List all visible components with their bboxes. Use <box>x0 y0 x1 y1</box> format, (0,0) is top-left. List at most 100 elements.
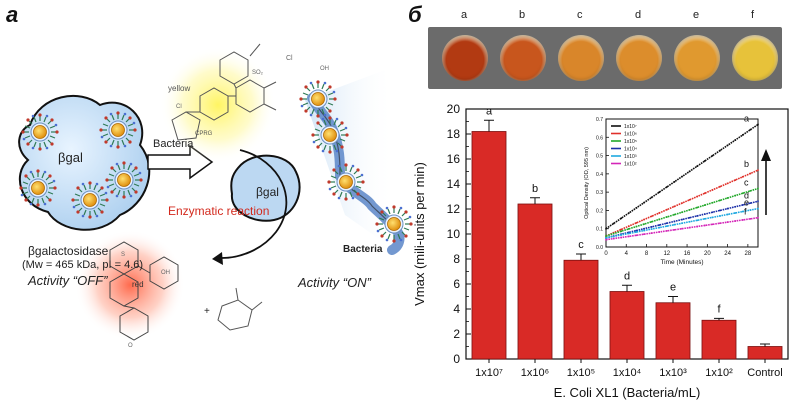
inset-point <box>612 231 615 234</box>
inset-y-tick-label: 0.0 <box>596 245 603 251</box>
y-axis-label: Vmax (mili-units per min) <box>412 162 427 306</box>
inset-point <box>650 228 653 230</box>
inset-legend-label: 1x10⁴ <box>624 147 637 153</box>
inset-legend-label: 1x10⁷ <box>624 124 637 130</box>
inset-x-tick-label: 4 <box>625 251 629 257</box>
inset-point <box>711 211 714 214</box>
inset-point <box>719 149 721 152</box>
bar-label: e <box>670 282 676 294</box>
inset-point <box>734 212 736 214</box>
nanoparticle-4 <box>70 180 110 220</box>
inset-point <box>681 227 683 230</box>
inset-point <box>620 228 622 231</box>
inset-y-axis-label: Optical Density (OD, 595 nm) <box>584 147 590 219</box>
inset-point <box>666 208 668 211</box>
inset-x-tick-label: 12 <box>663 251 670 257</box>
inset-point <box>719 199 721 202</box>
red-product-molecule <box>109 241 179 341</box>
inset-point <box>658 224 660 226</box>
inset-point <box>704 218 706 220</box>
inset-point <box>650 232 653 234</box>
y-tick-label: 14 <box>447 177 461 191</box>
x-tick-label: 1x10⁴ <box>613 367 642 379</box>
free-enzyme-label: βgal <box>256 185 279 199</box>
yellow-label: yellow <box>168 84 191 93</box>
inset-line-label-c: c <box>744 177 749 187</box>
inset-point <box>605 238 607 241</box>
chain-nanoparticle-3 <box>326 162 366 202</box>
x-tick-label: 1x10⁷ <box>475 367 503 379</box>
plus-sign: + <box>204 306 210 317</box>
x-tick-label: 1x10⁶ <box>521 367 549 379</box>
activity-on-label: Activity “ON” <box>298 275 371 290</box>
bar-4 <box>655 302 691 360</box>
inset-point <box>673 205 676 208</box>
nanoparticle-3 <box>18 168 58 208</box>
y-tick-label: 16 <box>447 152 461 166</box>
inset-point <box>628 231 630 234</box>
bar-label: b <box>532 183 538 195</box>
inset-point <box>742 219 744 221</box>
x-tick-label: 1x10⁵ <box>567 367 595 379</box>
inset-x-tick-label: 24 <box>724 251 731 257</box>
inset-point <box>612 232 615 235</box>
well-c <box>558 35 604 81</box>
inset-point <box>719 209 721 212</box>
enzyme-name: βgalactosidase <box>28 244 109 258</box>
bar-5 <box>701 319 737 360</box>
inset-point <box>620 230 622 233</box>
inset-legend-label: 1x10² <box>624 162 637 168</box>
inset-point <box>749 172 752 175</box>
inset-y-tick-label: 0.7 <box>596 117 603 123</box>
bar-6 <box>747 346 783 360</box>
inset-point <box>673 223 676 226</box>
inset-line-label-e: e <box>744 198 749 208</box>
inset-point <box>726 144 729 147</box>
inset-y-tick-label: 0.1 <box>596 227 603 233</box>
inset-point <box>635 207 638 209</box>
bar-2 <box>563 259 599 360</box>
inset-point <box>734 205 736 208</box>
inset-point <box>643 201 645 204</box>
well-label-e: e <box>693 9 700 21</box>
inset-point <box>757 169 759 171</box>
well-d <box>616 35 662 81</box>
inset-point <box>612 222 615 225</box>
enzyme-properties: (Mw = 465 kDa, pI = 4.6) <box>22 259 144 271</box>
inset-point <box>742 204 744 206</box>
well-label-d: d <box>635 9 642 21</box>
nanoparticle-1 <box>20 112 60 152</box>
panel-a-letter: a <box>6 2 19 27</box>
inset-point <box>643 218 645 221</box>
inset-point <box>688 216 691 219</box>
inset-x-tick-label: 28 <box>745 251 752 257</box>
inset-point <box>749 128 752 131</box>
inset-legend-label: 1x10⁵ <box>624 139 637 145</box>
enzyme-label: βgal <box>58 150 83 165</box>
inset-point <box>757 216 759 219</box>
inset-point <box>612 237 615 240</box>
y-tick-label: 20 <box>447 102 461 116</box>
inset-legend-label: 1x10⁶ <box>624 132 637 138</box>
inset-point <box>620 217 622 220</box>
well-f <box>732 35 778 81</box>
cprg-molecule <box>171 43 277 141</box>
inset-point <box>688 170 691 173</box>
y-tick-label: 18 <box>447 127 461 141</box>
inset-point <box>696 225 698 228</box>
inset-point <box>711 216 714 219</box>
bar-label: f <box>717 303 721 315</box>
inset-point <box>681 211 683 214</box>
inset-point <box>726 213 729 216</box>
inset-point <box>643 223 645 225</box>
inset-point <box>704 213 706 215</box>
inset-point <box>673 220 676 223</box>
inset-point <box>666 230 668 232</box>
inset-x-axis-label: Time (Minutes) <box>660 259 703 266</box>
inset-point <box>666 225 668 227</box>
x-tick-label: 1x10³ <box>659 367 687 379</box>
chem-so2-label: SO₂ <box>252 70 263 76</box>
inset-point <box>612 235 615 238</box>
red-label: red <box>132 280 144 289</box>
